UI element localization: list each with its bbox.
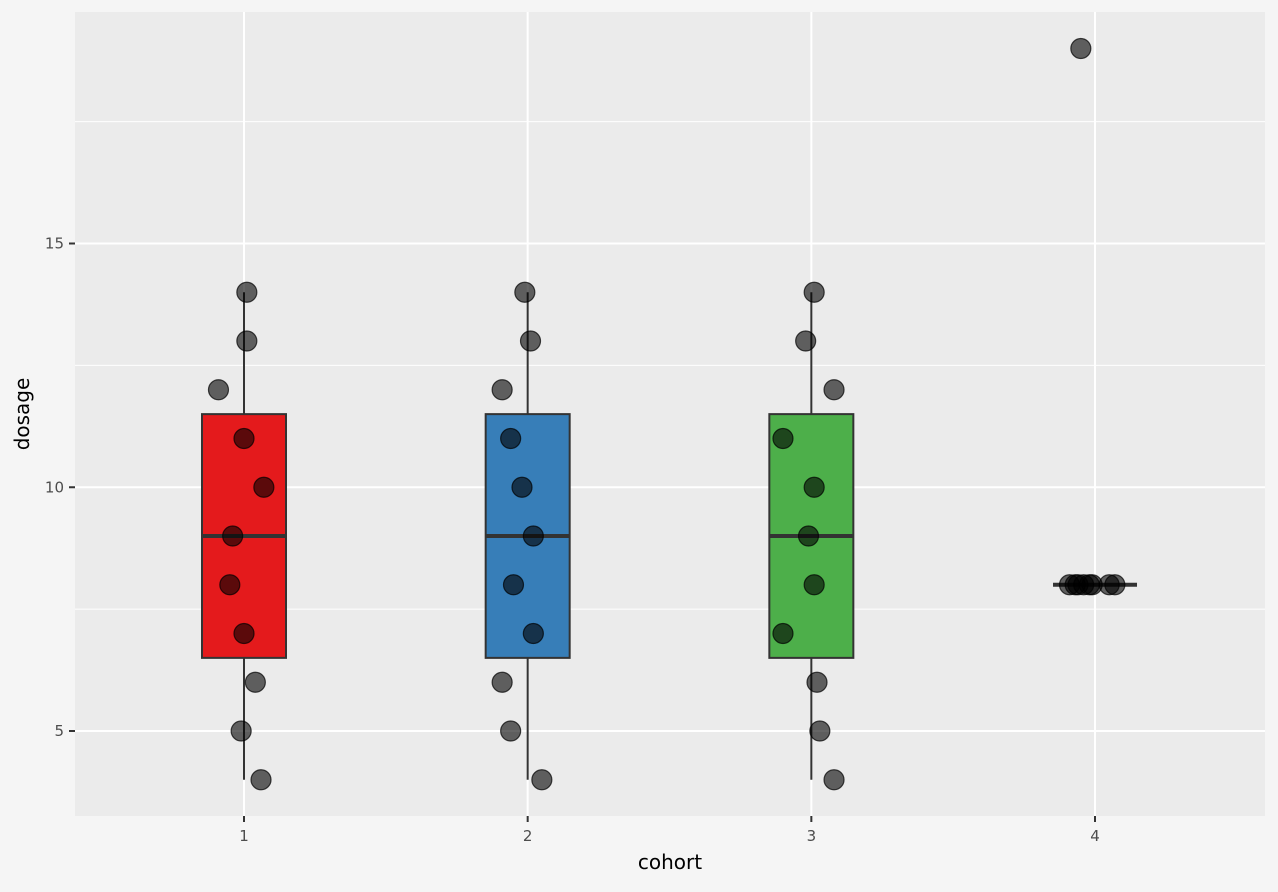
x-axis-title: cohort [638,850,702,874]
y-tick-label: 10 [45,478,64,496]
data-point [823,379,845,401]
data-point [809,720,831,742]
x-tick-label: 3 [807,827,817,845]
data-point [511,476,533,498]
data-point [519,330,542,352]
data-point [500,427,522,450]
data-point [250,769,272,791]
data-point [522,525,544,547]
data-point [823,769,845,791]
data-point [230,720,252,742]
data-point [803,476,825,498]
y-tick-label: 5 [54,722,64,740]
data-point [803,281,825,303]
data-point [797,525,820,547]
data-point [222,525,244,547]
data-point [236,281,258,303]
data-point [803,574,825,596]
data-point [1104,574,1126,596]
x-tick-label: 4 [1090,827,1100,845]
data-point [531,769,553,791]
data-points [207,37,1126,791]
data-point [772,622,794,645]
box-group-cohort-1 [201,292,287,780]
axes: 5 10 15 1 2 3 4 [45,235,1100,846]
data-point [502,574,525,596]
data-point [522,622,544,645]
data-point [219,574,241,596]
data-point [233,427,255,450]
y-tick-label: 15 [45,235,64,253]
data-point [233,622,255,645]
boxes [201,292,1138,780]
data-point [244,671,266,693]
data-point [491,671,513,693]
grid-lines [75,12,1265,816]
data-point [491,379,513,401]
data-point [1070,37,1092,60]
data-point [772,427,794,450]
data-point [795,330,817,352]
data-point [806,671,828,693]
data-point [236,330,258,352]
data-point [514,281,536,303]
y-axis-title: dosage [10,378,34,451]
data-point [253,476,275,498]
data-point [207,379,230,401]
x-tick-label: 1 [239,827,249,845]
x-tick-label: 2 [523,827,533,845]
data-point [500,720,522,742]
